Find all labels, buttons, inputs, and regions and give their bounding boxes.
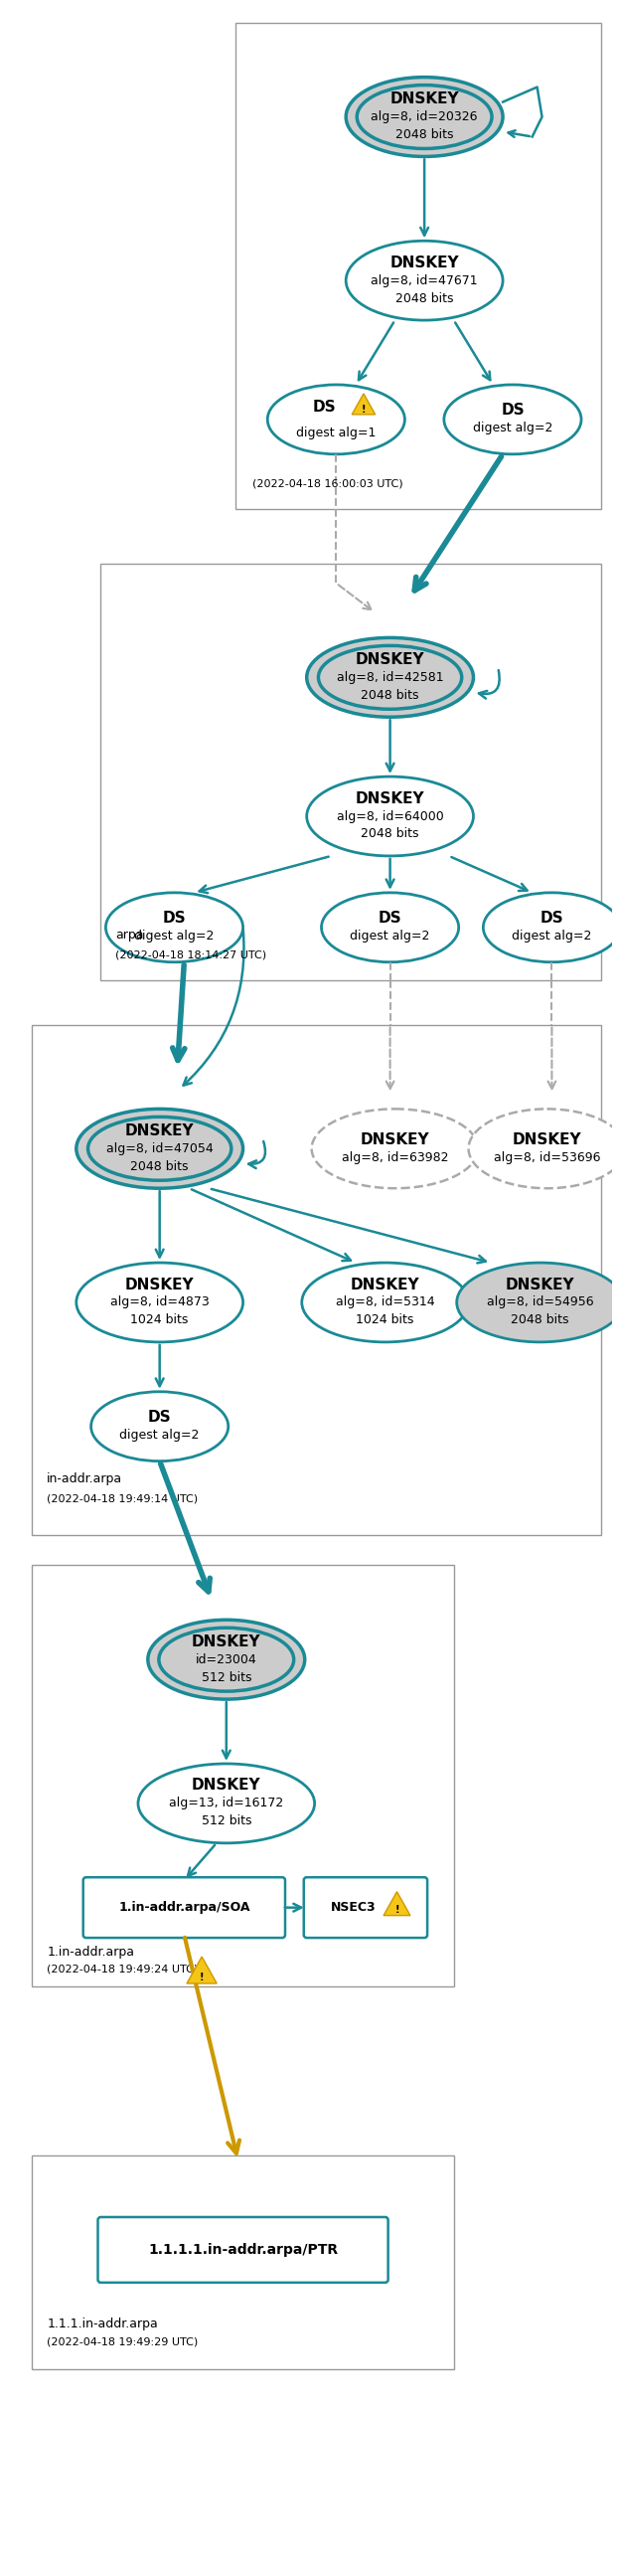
Text: DNSKEY: DNSKEY bbox=[355, 791, 424, 806]
Text: 2048 bits: 2048 bits bbox=[511, 1314, 569, 1327]
Text: !: ! bbox=[362, 404, 366, 415]
Text: id=23004: id=23004 bbox=[196, 1654, 257, 1667]
Text: 512 bits: 512 bits bbox=[201, 1672, 251, 1685]
Polygon shape bbox=[384, 1891, 410, 1917]
Bar bbox=[32, 1025, 601, 1535]
Ellipse shape bbox=[444, 384, 581, 453]
Text: DNSKEY: DNSKEY bbox=[360, 1133, 429, 1146]
Text: alg=8, id=64000: alg=8, id=64000 bbox=[336, 809, 444, 822]
Text: 2048 bits: 2048 bits bbox=[361, 827, 419, 840]
Text: (2022-04-18 19:49:24 UTC): (2022-04-18 19:49:24 UTC) bbox=[47, 1963, 198, 1973]
Ellipse shape bbox=[318, 647, 462, 708]
Text: DNSKEY: DNSKEY bbox=[192, 1777, 261, 1793]
Text: (2022-04-18 19:49:29 UTC): (2022-04-18 19:49:29 UTC) bbox=[47, 2336, 198, 2347]
Text: (2022-04-18 19:49:14 UTC): (2022-04-18 19:49:14 UTC) bbox=[47, 1494, 198, 1504]
FancyBboxPatch shape bbox=[304, 1878, 428, 1937]
Text: DNSKEY: DNSKEY bbox=[125, 1123, 194, 1139]
Ellipse shape bbox=[148, 1620, 305, 1700]
Text: alg=8, id=47054: alg=8, id=47054 bbox=[106, 1141, 213, 1154]
Ellipse shape bbox=[457, 1262, 617, 1342]
Text: DS: DS bbox=[540, 912, 563, 925]
Text: digest alg=2: digest alg=2 bbox=[135, 930, 214, 943]
Ellipse shape bbox=[302, 1262, 468, 1342]
Text: arpa: arpa bbox=[115, 930, 144, 943]
Ellipse shape bbox=[77, 1108, 243, 1188]
Text: alg=8, id=20326: alg=8, id=20326 bbox=[371, 111, 478, 124]
Bar bbox=[101, 564, 601, 979]
Text: DS: DS bbox=[148, 1409, 172, 1425]
Text: alg=8, id=47671: alg=8, id=47671 bbox=[371, 273, 478, 286]
Ellipse shape bbox=[77, 1262, 243, 1342]
Text: alg=8, id=5314: alg=8, id=5314 bbox=[336, 1296, 434, 1309]
Text: 1.in-addr.arpa: 1.in-addr.arpa bbox=[47, 1945, 135, 1958]
Polygon shape bbox=[187, 1958, 217, 1984]
Ellipse shape bbox=[483, 894, 617, 961]
Text: DNSKEY: DNSKEY bbox=[192, 1633, 261, 1649]
Text: (2022-04-18 18:14:27 UTC): (2022-04-18 18:14:27 UTC) bbox=[115, 951, 267, 961]
Ellipse shape bbox=[106, 894, 243, 961]
Text: 1024 bits: 1024 bits bbox=[131, 1314, 189, 1327]
Bar bbox=[32, 1566, 453, 1986]
Ellipse shape bbox=[307, 775, 473, 855]
Text: DNSKEY: DNSKEY bbox=[350, 1278, 420, 1293]
FancyBboxPatch shape bbox=[98, 2218, 388, 2282]
Ellipse shape bbox=[91, 1391, 228, 1461]
Ellipse shape bbox=[307, 639, 473, 716]
Ellipse shape bbox=[468, 1108, 617, 1188]
Text: alg=8, id=42581: alg=8, id=42581 bbox=[337, 670, 444, 683]
Text: alg=8, id=54956: alg=8, id=54956 bbox=[487, 1296, 594, 1309]
Text: 1.in-addr.arpa/SOA: 1.in-addr.arpa/SOA bbox=[118, 1901, 250, 1914]
Ellipse shape bbox=[138, 1765, 315, 1842]
Text: DS: DS bbox=[378, 912, 402, 925]
Text: 2048 bits: 2048 bits bbox=[361, 688, 419, 701]
Text: 512 bits: 512 bits bbox=[201, 1814, 251, 1829]
Text: digest alg=2: digest alg=2 bbox=[350, 930, 430, 943]
Ellipse shape bbox=[357, 85, 492, 149]
Text: DS: DS bbox=[313, 399, 336, 415]
Text: 2048 bits: 2048 bits bbox=[131, 1159, 189, 1172]
Text: alg=13, id=16172: alg=13, id=16172 bbox=[169, 1798, 284, 1811]
Text: alg=8, id=4873: alg=8, id=4873 bbox=[110, 1296, 209, 1309]
Text: in-addr.arpa: in-addr.arpa bbox=[47, 1473, 123, 1486]
Ellipse shape bbox=[346, 77, 503, 157]
Text: DNSKEY: DNSKEY bbox=[390, 255, 459, 270]
Text: DNSKEY: DNSKEY bbox=[125, 1278, 194, 1293]
Text: 1024 bits: 1024 bits bbox=[356, 1314, 414, 1327]
Text: digest alg=2: digest alg=2 bbox=[473, 422, 553, 435]
Ellipse shape bbox=[268, 384, 405, 453]
Text: !: ! bbox=[199, 1973, 204, 1981]
Text: DNSKEY: DNSKEY bbox=[505, 1278, 574, 1293]
Ellipse shape bbox=[312, 1108, 478, 1188]
Text: DS: DS bbox=[163, 912, 186, 925]
Ellipse shape bbox=[321, 894, 458, 961]
Polygon shape bbox=[352, 394, 375, 415]
Ellipse shape bbox=[159, 1628, 294, 1692]
Text: DNSKEY: DNSKEY bbox=[355, 652, 424, 667]
Text: DNSKEY: DNSKEY bbox=[512, 1133, 582, 1146]
Text: alg=8, id=53696: alg=8, id=53696 bbox=[494, 1151, 600, 1164]
Text: 1.1.1.in-addr.arpa: 1.1.1.in-addr.arpa bbox=[47, 2318, 158, 2331]
Text: !: ! bbox=[395, 1906, 399, 1914]
Text: digest alg=2: digest alg=2 bbox=[512, 930, 592, 943]
Text: 2048 bits: 2048 bits bbox=[395, 129, 453, 142]
Text: digest alg=1: digest alg=1 bbox=[296, 428, 376, 440]
Text: (2022-04-18 16:00:03 UTC): (2022-04-18 16:00:03 UTC) bbox=[253, 479, 404, 489]
Text: digest alg=2: digest alg=2 bbox=[120, 1430, 199, 1443]
Text: NSEC3: NSEC3 bbox=[331, 1901, 376, 1914]
Ellipse shape bbox=[346, 242, 503, 319]
FancyBboxPatch shape bbox=[83, 1878, 285, 1937]
Text: 2048 bits: 2048 bits bbox=[395, 291, 453, 304]
Text: 1.1.1.1.in-addr.arpa/PTR: 1.1.1.1.in-addr.arpa/PTR bbox=[148, 2244, 338, 2257]
Bar bbox=[235, 23, 601, 507]
Text: alg=8, id=63982: alg=8, id=63982 bbox=[342, 1151, 449, 1164]
Text: DS: DS bbox=[501, 402, 524, 417]
Bar bbox=[32, 2156, 453, 2370]
Ellipse shape bbox=[88, 1118, 231, 1180]
Text: DNSKEY: DNSKEY bbox=[390, 93, 459, 106]
